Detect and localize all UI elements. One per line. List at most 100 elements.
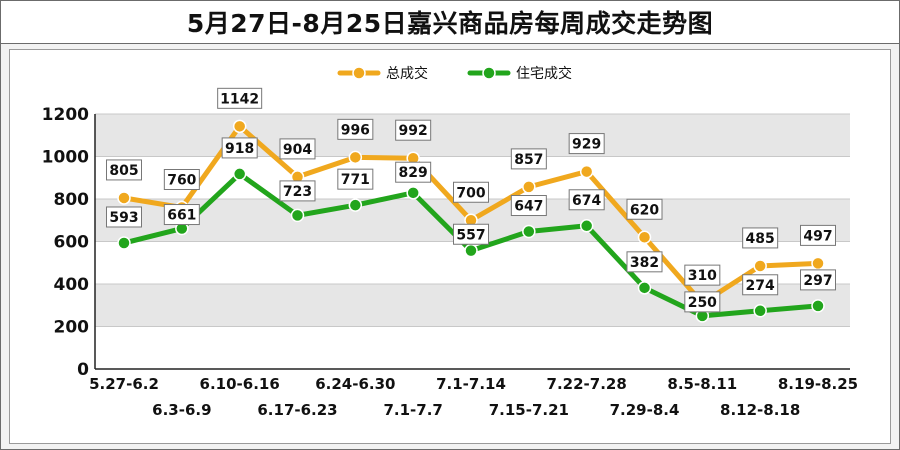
data-label-box: [337, 168, 374, 190]
data-label-box: [800, 224, 836, 246]
data-label-box: [337, 118, 374, 140]
x-tick-label: 8.12-8.18: [720, 401, 800, 419]
data-point: [290, 208, 305, 223]
data-label-box: [568, 189, 605, 211]
data-point: [811, 299, 825, 313]
y-tick-label: 600: [54, 233, 90, 253]
y-tick-label: 1000: [42, 148, 89, 168]
x-tick-label: 6.17-6.23: [257, 401, 337, 419]
data-label-box: [106, 159, 142, 181]
data-label: 661: [167, 208, 196, 224]
data-label: 929: [572, 137, 601, 153]
data-label: 382: [630, 255, 659, 271]
data-label-box: [221, 137, 258, 159]
data-label: 723: [283, 184, 312, 200]
data-label: 771: [341, 172, 370, 188]
data-point: [522, 224, 536, 239]
x-tick-label: 7.1-7.14: [436, 375, 506, 393]
data-label: 700: [456, 185, 485, 201]
data-label: 593: [109, 210, 138, 226]
data-label-box: [217, 87, 263, 109]
data-label: 674: [572, 193, 601, 209]
data-label-box: [800, 269, 836, 291]
data-label: 857: [514, 152, 543, 168]
data-label-box: [626, 198, 663, 220]
data-label: 297: [803, 273, 832, 289]
data-label: 829: [399, 165, 428, 181]
data-label: 485: [746, 231, 775, 247]
data-label-box: [279, 180, 316, 202]
data-label: 647: [514, 199, 543, 215]
data-label-box: [163, 204, 200, 226]
data-label: 274: [746, 278, 775, 294]
x-tick-label: 7.22-7.28: [547, 375, 627, 393]
y-tick-label: 1200: [42, 105, 89, 125]
data-point: [232, 119, 247, 134]
data-point: [637, 230, 652, 244]
data-point: [464, 243, 478, 258]
legend-label: 总成交: [386, 65, 428, 82]
data-label-box: [510, 195, 547, 217]
y-tick-label: 400: [54, 275, 90, 295]
x-tick-label: 7.1-7.7: [383, 401, 442, 419]
data-point: [406, 186, 420, 200]
x-tick-label: 6.24-6.30: [315, 375, 395, 393]
legend-label: 住宅成交: [516, 65, 572, 82]
data-point: [811, 256, 825, 271]
grid-band: [95, 326, 850, 369]
data-point: [117, 236, 131, 250]
x-tick-label: 7.15-7.21: [489, 401, 569, 419]
data-point: [579, 219, 594, 233]
data-label-box: [163, 169, 200, 190]
data-point: [348, 198, 363, 212]
x-tick-label: 6.3-6.9: [152, 401, 211, 419]
data-label-box: [742, 274, 779, 296]
data-label-box: [684, 291, 721, 313]
data-label-box: [684, 264, 721, 286]
data-point: [117, 191, 131, 205]
chart-title: 5月27日-8月25日嘉兴商品房每周成交走势图: [186, 9, 714, 38]
data-point: [348, 150, 363, 165]
data-label: 996: [341, 122, 370, 138]
y-tick-label: 0: [77, 360, 89, 380]
grid-band: [95, 114, 850, 157]
data-point: [232, 167, 247, 181]
data-label-box: [279, 138, 316, 160]
y-tick-label: 800: [54, 190, 90, 210]
data-point: [522, 180, 536, 194]
data-label: 557: [456, 227, 485, 243]
data-label: 620: [630, 202, 659, 218]
title-bar: 5月27日-8月25日嘉兴商品房每周成交走势图: [1, 1, 899, 44]
data-label: 760: [167, 173, 196, 189]
data-point: [753, 304, 767, 318]
data-label: 918: [225, 141, 254, 157]
data-label-box: [510, 148, 547, 170]
grid-band: [95, 284, 850, 327]
data-label-box: [568, 133, 605, 155]
x-tick-label: 6.10-6.16: [200, 375, 280, 393]
data-label: 310: [688, 268, 717, 284]
data-label: 1142: [220, 91, 259, 107]
data-label: 992: [399, 123, 428, 139]
data-point: [753, 259, 767, 273]
data-label-box: [453, 181, 489, 203]
data-label: 904: [283, 142, 312, 158]
legend-marker: [482, 66, 496, 80]
data-label-box: [453, 223, 489, 245]
data-point: [579, 164, 594, 179]
x-tick-label: 7.29-8.4: [610, 401, 680, 419]
data-label-box: [395, 119, 432, 141]
data-label-box: [395, 161, 432, 183]
x-tick-label: 5.27-6.2: [89, 375, 159, 393]
y-tick-label: 200: [54, 318, 90, 338]
data-label: 497: [803, 228, 832, 244]
data-label: 250: [688, 295, 717, 311]
data-point: [637, 281, 652, 295]
x-tick-label: 8.19-8.25: [778, 375, 858, 393]
data-label-box: [626, 251, 663, 273]
x-tick-label: 8.5-8.11: [667, 375, 737, 393]
data-label-box: [106, 206, 142, 228]
legend-marker: [352, 66, 366, 80]
data-label-box: [742, 227, 779, 249]
